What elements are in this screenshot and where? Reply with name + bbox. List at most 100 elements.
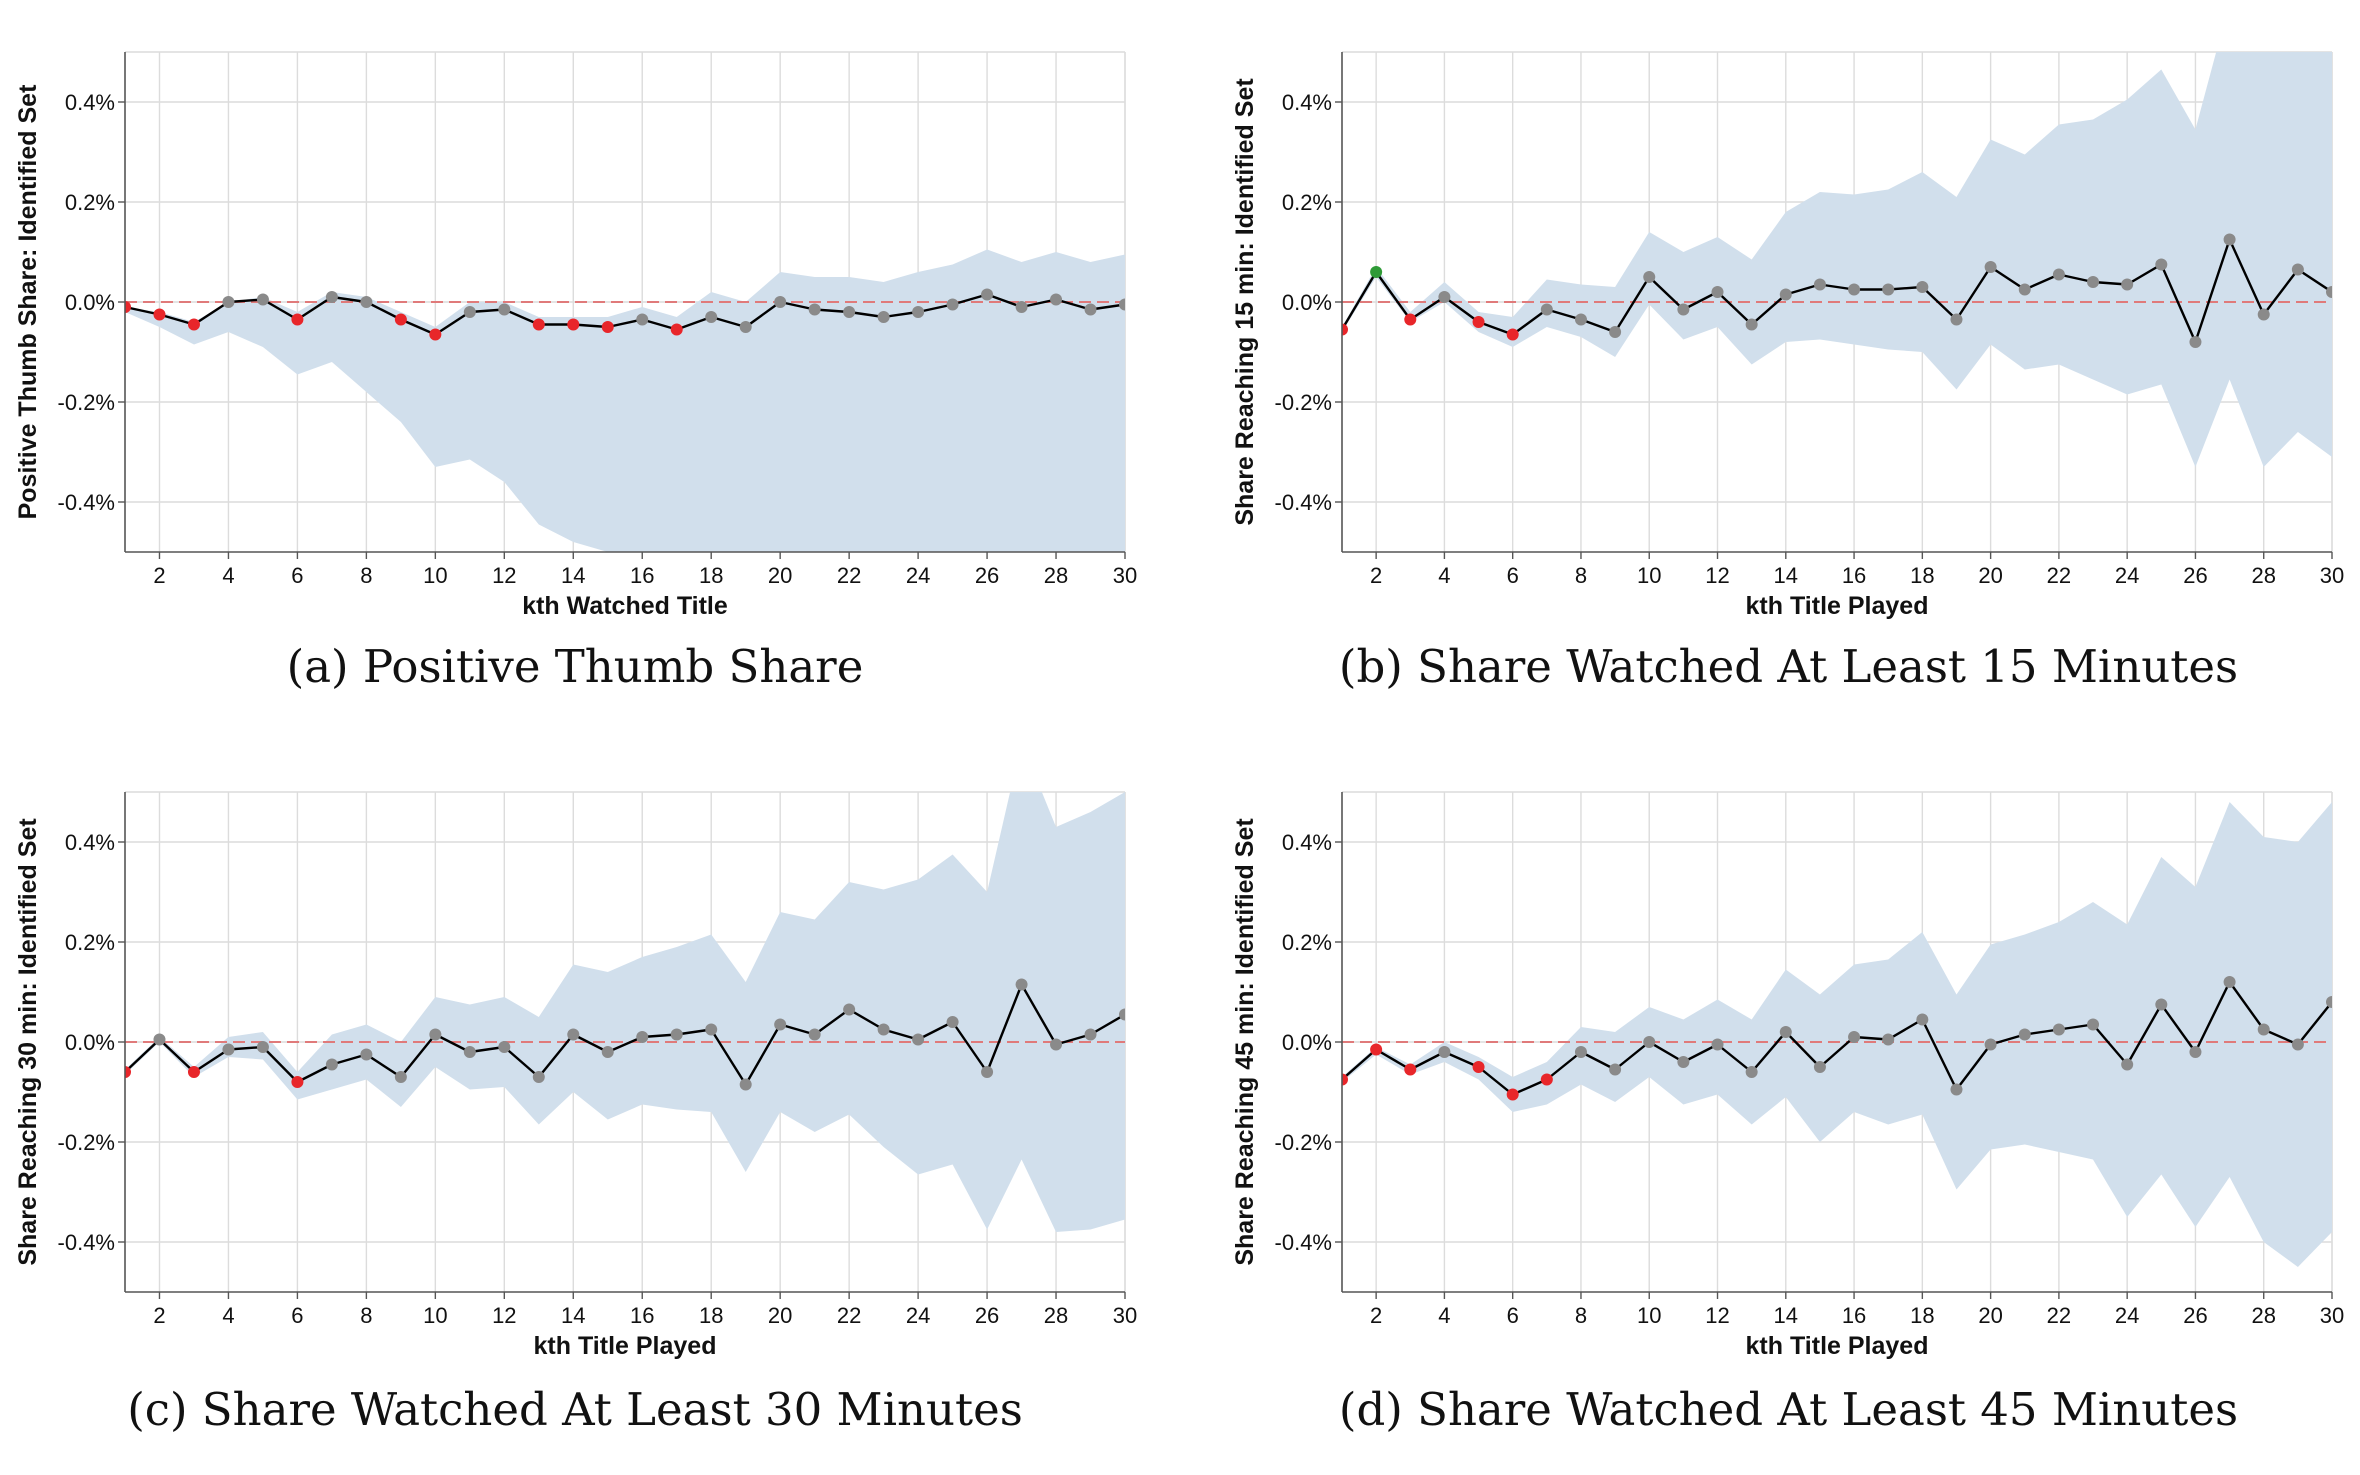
data-point (222, 1043, 235, 1056)
x-tick-label: 12 (1705, 1303, 1729, 1328)
data-point (429, 1028, 442, 1041)
data-point (1813, 278, 1826, 291)
x-tick-label: 22 (2047, 1303, 2071, 1328)
data-point (1609, 1063, 1622, 1076)
plot-area (125, 792, 1125, 1232)
x-tick-label: 10 (423, 1303, 447, 1328)
identified-set-band (125, 249, 1125, 552)
data-point (1916, 281, 1929, 293)
data-point (1342, 1073, 1348, 1086)
data-point (2189, 1046, 2202, 1058)
estimate-line (1342, 238, 2332, 344)
x-tick-label: 6 (291, 1303, 303, 1328)
data-point (946, 298, 959, 311)
y-tick-label: 0.2% (1282, 190, 1332, 215)
x-tick-label: 20 (1978, 1303, 2002, 1328)
x-tick-label: 20 (1978, 563, 2002, 588)
data-point (125, 1066, 131, 1078)
y-tick-label: 0.4% (1282, 90, 1332, 115)
y-tick-label: 0.4% (65, 90, 115, 115)
x-tick-label: 26 (975, 1303, 999, 1328)
x-tick-label: 30 (1113, 563, 1137, 588)
data-point (256, 1041, 269, 1053)
data-point (1574, 1046, 1587, 1058)
data-point (808, 303, 821, 316)
data-point (1574, 313, 1587, 326)
data-point (843, 1003, 856, 1016)
x-tick-label: 16 (1842, 1303, 1866, 1328)
x-tick-label: 26 (2183, 1303, 2207, 1328)
data-point (567, 1028, 580, 1041)
chart-svg-b: 2 4 6 8 10 12 14 16 18 20 22 24 26 28 30-0.4%-0.2%0.0%… (1231, 51, 2344, 620)
data-point (1711, 1038, 1724, 1051)
data-point (1438, 291, 1451, 303)
data-point (325, 291, 338, 303)
data-point (394, 313, 407, 326)
identified-set-band (125, 792, 1125, 1232)
data-point (1119, 1008, 1125, 1021)
chart-svg-a: 2 4 6 8 10 12 14 16 18 20 22 24 26 28 30-0.4%-0.2%0.0%… (14, 51, 1137, 620)
data-point (636, 1031, 649, 1043)
data-point (1950, 313, 1963, 326)
estimate-line (1342, 980, 2332, 1096)
data-point (360, 296, 373, 308)
chart-panel-b: 2 4 6 8 10 12 14 16 18 20 22 24 26 28 30 -0.4% -0.2% 0.0%… (1217, 0, 2360, 625)
x-tick-label: 28 (2251, 1303, 2275, 1328)
x-tick-label: 22 (2047, 563, 2071, 588)
data-point (1050, 1038, 1063, 1051)
y-tick-label: 0.2% (65, 930, 115, 955)
x-tick-label: 4 (1438, 1303, 1450, 1328)
y-axis-title: Positive Thumb Share: Identified Set (14, 84, 42, 519)
data-point (532, 318, 545, 331)
data-point (739, 321, 752, 333)
data-point (1779, 288, 1792, 301)
data-point (1119, 298, 1125, 311)
y-axis-title: Share Reaching 30 min: Identified Set (14, 818, 42, 1266)
data-point (2326, 286, 2332, 298)
x-tick-label: 18 (1910, 1303, 1934, 1328)
data-point (601, 1046, 614, 1058)
data-point (153, 308, 166, 321)
x-tick-label: 18 (699, 1303, 723, 1328)
data-point (2291, 1038, 2304, 1051)
data-point (601, 321, 614, 333)
data-point (808, 1028, 821, 1041)
x-tick-label: 4 (1438, 563, 1450, 588)
data-point (1609, 326, 1622, 338)
data-point (1084, 303, 1097, 316)
data-point (1745, 1066, 1758, 1078)
x-tick-label: 10 (1637, 563, 1661, 588)
x-tick-label: 6 (291, 563, 303, 588)
data-point (1677, 303, 1690, 316)
x-tick-label: 24 (906, 563, 930, 588)
identified-set-band (1342, 802, 2332, 1267)
data-point (125, 301, 131, 313)
data-point (1984, 1038, 1997, 1051)
y-tick-label: 0.4% (65, 830, 115, 855)
plot-area (1342, 802, 2332, 1267)
x-tick-label: 22 (837, 563, 861, 588)
data-point (2189, 336, 2202, 348)
data-point (1745, 318, 1758, 331)
x-tick-label: 8 (360, 1303, 372, 1328)
data-point (1370, 1043, 1383, 1056)
data-point (1506, 1088, 1519, 1101)
y-axis-title: Share Reaching 15 min: Identified Set (1231, 78, 1259, 526)
x-tick-label: 8 (1575, 1303, 1587, 1328)
data-point (670, 1028, 683, 1041)
x-tick-label: 2 (1370, 1303, 1382, 1328)
x-tick-label: 2 (1370, 563, 1382, 588)
data-point (2087, 1018, 2100, 1031)
data-point (291, 313, 304, 326)
y-tick-label: 0.2% (1282, 930, 1332, 955)
caption-d: (d) Share Watched At Least 45 Minutes (1338, 1383, 2239, 1436)
x-tick-label: 14 (561, 563, 585, 588)
y-tick-label: -0.4% (1275, 490, 1332, 515)
data-point (153, 1033, 166, 1046)
y-tick-label: -0.4% (58, 490, 115, 515)
y-tick-label: -0.2% (1275, 1130, 1332, 1155)
y-axis-title: Share Reaching 45 min: Identified Set (1231, 818, 1259, 1266)
data-point (2257, 308, 2270, 321)
data-point (705, 311, 718, 323)
x-tick-label: 28 (1044, 563, 1068, 588)
